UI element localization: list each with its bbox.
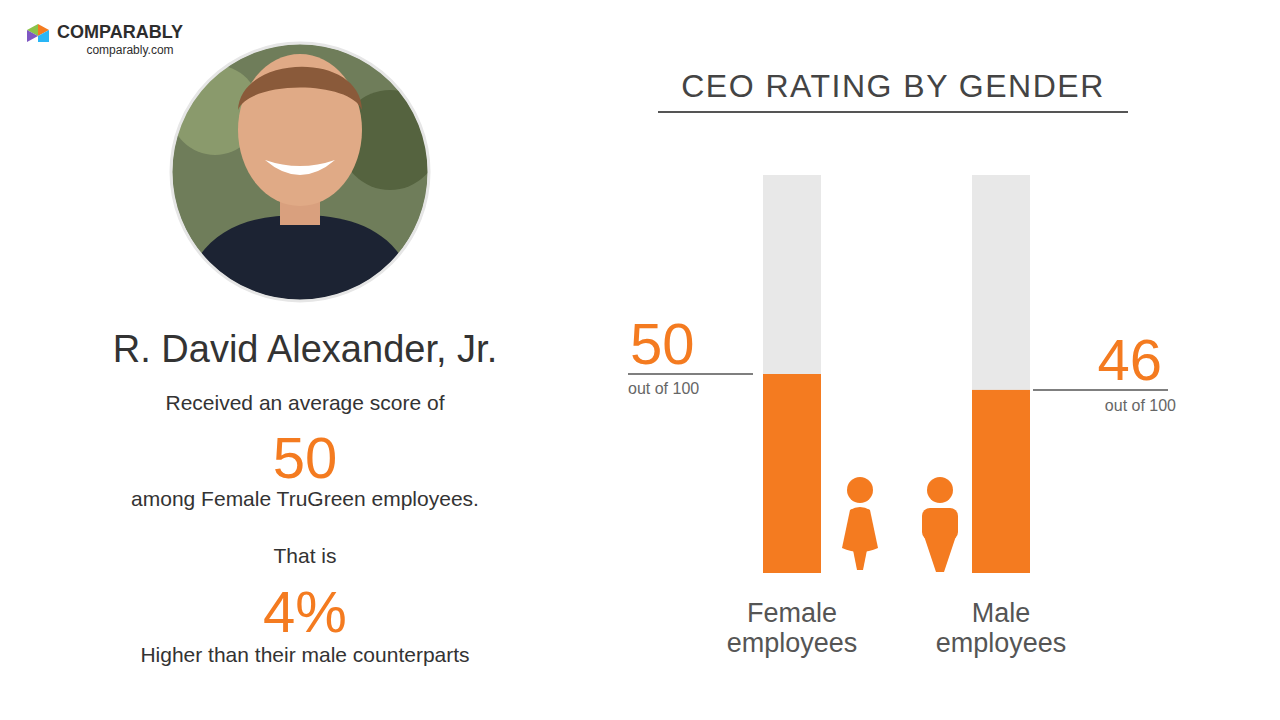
category-label-line: employees xyxy=(936,628,1067,658)
profile-text: Received an average score of xyxy=(166,391,445,414)
data-label: 46 xyxy=(1097,327,1162,392)
data-label: 50 xyxy=(630,311,695,376)
bar xyxy=(972,390,1030,573)
title-underline xyxy=(658,111,1128,113)
profile-score: 50 xyxy=(273,425,338,490)
profile-text: Higher than their male counterparts xyxy=(140,643,469,666)
profile-text: among Female TruGreen employees. xyxy=(131,487,479,510)
icon-head xyxy=(927,477,953,503)
icon-body xyxy=(842,507,878,552)
female-icon xyxy=(842,477,878,570)
photo xyxy=(160,40,440,310)
photo-border xyxy=(171,43,429,301)
chart-title: CEO RATING BY GENDER xyxy=(681,68,1105,104)
brand-site: comparably.com xyxy=(86,43,173,57)
logo xyxy=(27,24,49,42)
bar xyxy=(763,374,821,573)
photo-shirt xyxy=(180,215,420,310)
profile-difference: 4% xyxy=(263,579,347,644)
page: COMPARABLYcomparably.com R. David Alexand… xyxy=(0,0,1280,720)
icon-legs xyxy=(853,550,867,570)
logo-piece xyxy=(27,30,38,42)
photo-background xyxy=(160,40,440,310)
bar-track xyxy=(763,175,821,573)
value-note: out of 100 xyxy=(628,380,699,397)
brand-name: COMPARABLY xyxy=(57,22,183,42)
icon-legs xyxy=(922,530,958,572)
category-label-line: employees xyxy=(727,628,858,658)
category-label-line: Male xyxy=(972,598,1031,628)
profile-text: That is xyxy=(273,544,336,567)
logo-piece xyxy=(38,30,49,42)
category-label-line: Female xyxy=(747,598,837,628)
category-label: Maleemployees xyxy=(936,598,1067,658)
ceo-name: R. David Alexander, Jr. xyxy=(113,328,497,370)
bar-track xyxy=(972,175,1030,573)
photo-hair xyxy=(238,67,362,110)
bars xyxy=(763,175,1030,573)
category-label: Femaleemployees xyxy=(727,598,858,658)
male-icon xyxy=(922,477,958,572)
icon-head xyxy=(847,477,873,503)
photo-face xyxy=(238,54,362,206)
photo-smile xyxy=(265,160,335,175)
value-note: out of 100 xyxy=(1105,397,1176,414)
